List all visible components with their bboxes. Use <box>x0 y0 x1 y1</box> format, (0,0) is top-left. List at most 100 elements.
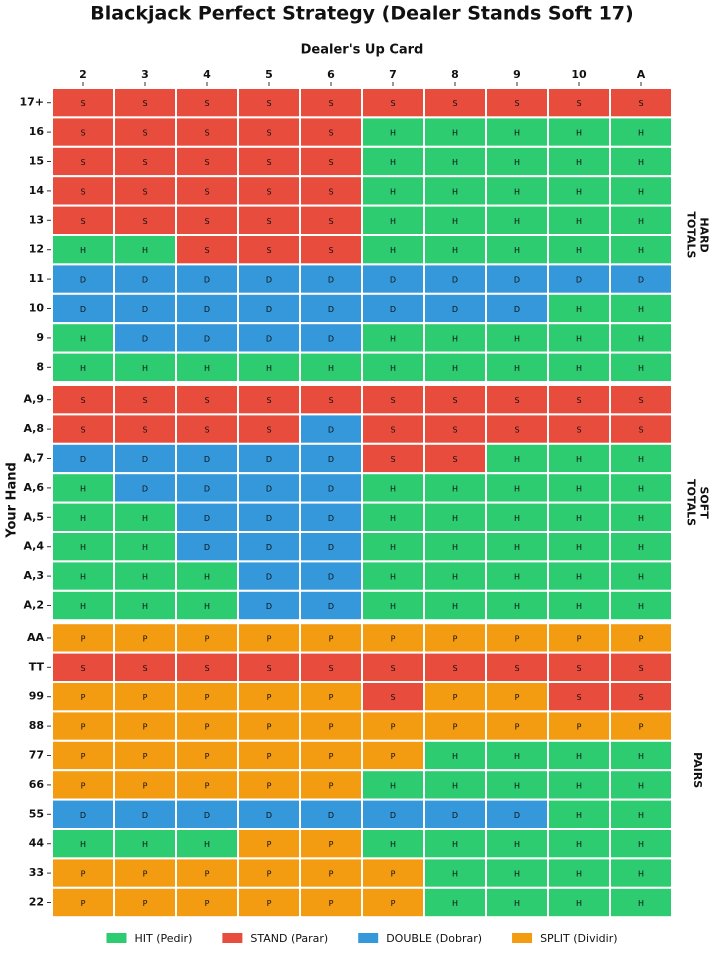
cell-label: S <box>638 664 643 673</box>
cell-label: H <box>638 158 644 167</box>
cell-label: S <box>328 99 333 108</box>
y-tick-label: 8 <box>36 360 44 373</box>
cell-label: P <box>329 723 334 732</box>
cell-label: H <box>142 840 148 849</box>
strategy-cell <box>485 886 549 919</box>
x-tick-label: 9 <box>513 68 521 81</box>
y-tick-label: 44 <box>29 837 45 850</box>
strategy-cell <box>609 681 673 713</box>
cell-label: S <box>204 246 209 255</box>
cell-label: D <box>204 811 210 820</box>
strategy-cell <box>175 501 239 534</box>
cell-label: D <box>328 514 334 523</box>
cell-label: S <box>328 158 333 167</box>
strategy-cell <box>237 87 301 119</box>
cell-label: S <box>452 426 457 435</box>
cell-label: H <box>452 246 458 255</box>
y-tick-label: 9 <box>36 331 44 344</box>
strategy-cell <box>609 263 673 295</box>
cell-label: P <box>143 899 148 908</box>
legend-item: DOUBLE (Dobrar) <box>358 932 482 945</box>
strategy-cell <box>423 886 487 919</box>
strategy-cell <box>423 651 487 683</box>
cell-label: S <box>638 99 643 108</box>
cell-label: D <box>266 484 272 493</box>
strategy-cell <box>113 87 177 119</box>
cell-label: D <box>266 573 272 582</box>
cell-label: S <box>452 455 457 464</box>
strategy-cell <box>423 116 487 148</box>
y-tick-label: 15 <box>29 155 44 168</box>
cell-label: P <box>81 634 86 643</box>
strategy-cell <box>361 681 425 713</box>
strategy-cell <box>609 145 673 178</box>
cell-label: H <box>452 158 458 167</box>
strategy-cell <box>175 234 239 266</box>
cell-label: H <box>576 158 582 167</box>
cell-label: S <box>328 396 333 405</box>
cell-label: P <box>391 752 396 761</box>
cell-label: S <box>204 158 209 167</box>
cell-label: H <box>390 840 396 849</box>
cell-label: P <box>205 693 210 702</box>
cell-label: D <box>638 276 644 285</box>
legend-swatch <box>512 933 533 943</box>
strategy-cell <box>485 681 549 713</box>
cell-label: S <box>266 426 271 435</box>
strategy-cell <box>51 413 115 445</box>
legend-swatch <box>106 933 127 943</box>
strategy-cell <box>485 739 549 772</box>
cell-label: H <box>514 187 520 196</box>
legend-label: HIT (Pedir) <box>134 932 192 945</box>
strategy-cell <box>237 560 301 592</box>
cell-label: P <box>267 870 272 879</box>
strategy-cell <box>237 384 301 416</box>
section-label: PAIRS <box>691 752 704 788</box>
cell-label: D <box>142 455 148 464</box>
cell-label: P <box>391 634 396 643</box>
strategy-cell <box>609 769 673 801</box>
cell-label: P <box>391 899 396 908</box>
cell-label: H <box>576 334 582 343</box>
cell-label: H <box>80 334 86 343</box>
cell-label: H <box>80 514 86 523</box>
cell-label: D <box>266 455 272 464</box>
cell-label: S <box>514 396 519 405</box>
section-label: SOFT <box>698 486 711 519</box>
cell-label: H <box>142 246 148 255</box>
strategy-cell <box>547 560 611 592</box>
cell-label: D <box>514 811 520 820</box>
cell-label: P <box>267 723 272 732</box>
cell-label: P <box>329 870 334 879</box>
strategy-cell <box>361 886 425 919</box>
cell-label: H <box>204 602 210 611</box>
legend-item: HIT (Pedir) <box>106 932 192 945</box>
cell-label: H <box>204 364 210 373</box>
strategy-cell <box>609 87 673 119</box>
cell-label: H <box>390 514 396 523</box>
cell-label: H <box>514 573 520 582</box>
y-tick-label: 22 <box>29 896 44 909</box>
strategy-cell <box>423 87 487 119</box>
cell-label: H <box>638 899 644 908</box>
cell-label: H <box>638 840 644 849</box>
cell-label: D <box>266 276 272 285</box>
cell-label: H <box>390 158 396 167</box>
cell-label: S <box>452 396 457 405</box>
strategy-cell <box>299 560 363 592</box>
strategy-cell <box>361 710 425 742</box>
cell-label: H <box>638 870 644 879</box>
strategy-cell <box>237 263 301 295</box>
cell-label: S <box>390 396 395 405</box>
cell-label: H <box>142 514 148 523</box>
cell-label: S <box>142 129 147 138</box>
strategy-cell <box>547 622 611 654</box>
cell-label: H <box>142 602 148 611</box>
strategy-cell <box>361 531 425 563</box>
cell-label: S <box>142 187 147 196</box>
strategy-cell <box>175 622 239 654</box>
cell-label: H <box>514 870 520 879</box>
cell-label: H <box>514 840 520 849</box>
cell-label: H <box>80 602 86 611</box>
y-tick-label: A,7 <box>23 452 44 465</box>
